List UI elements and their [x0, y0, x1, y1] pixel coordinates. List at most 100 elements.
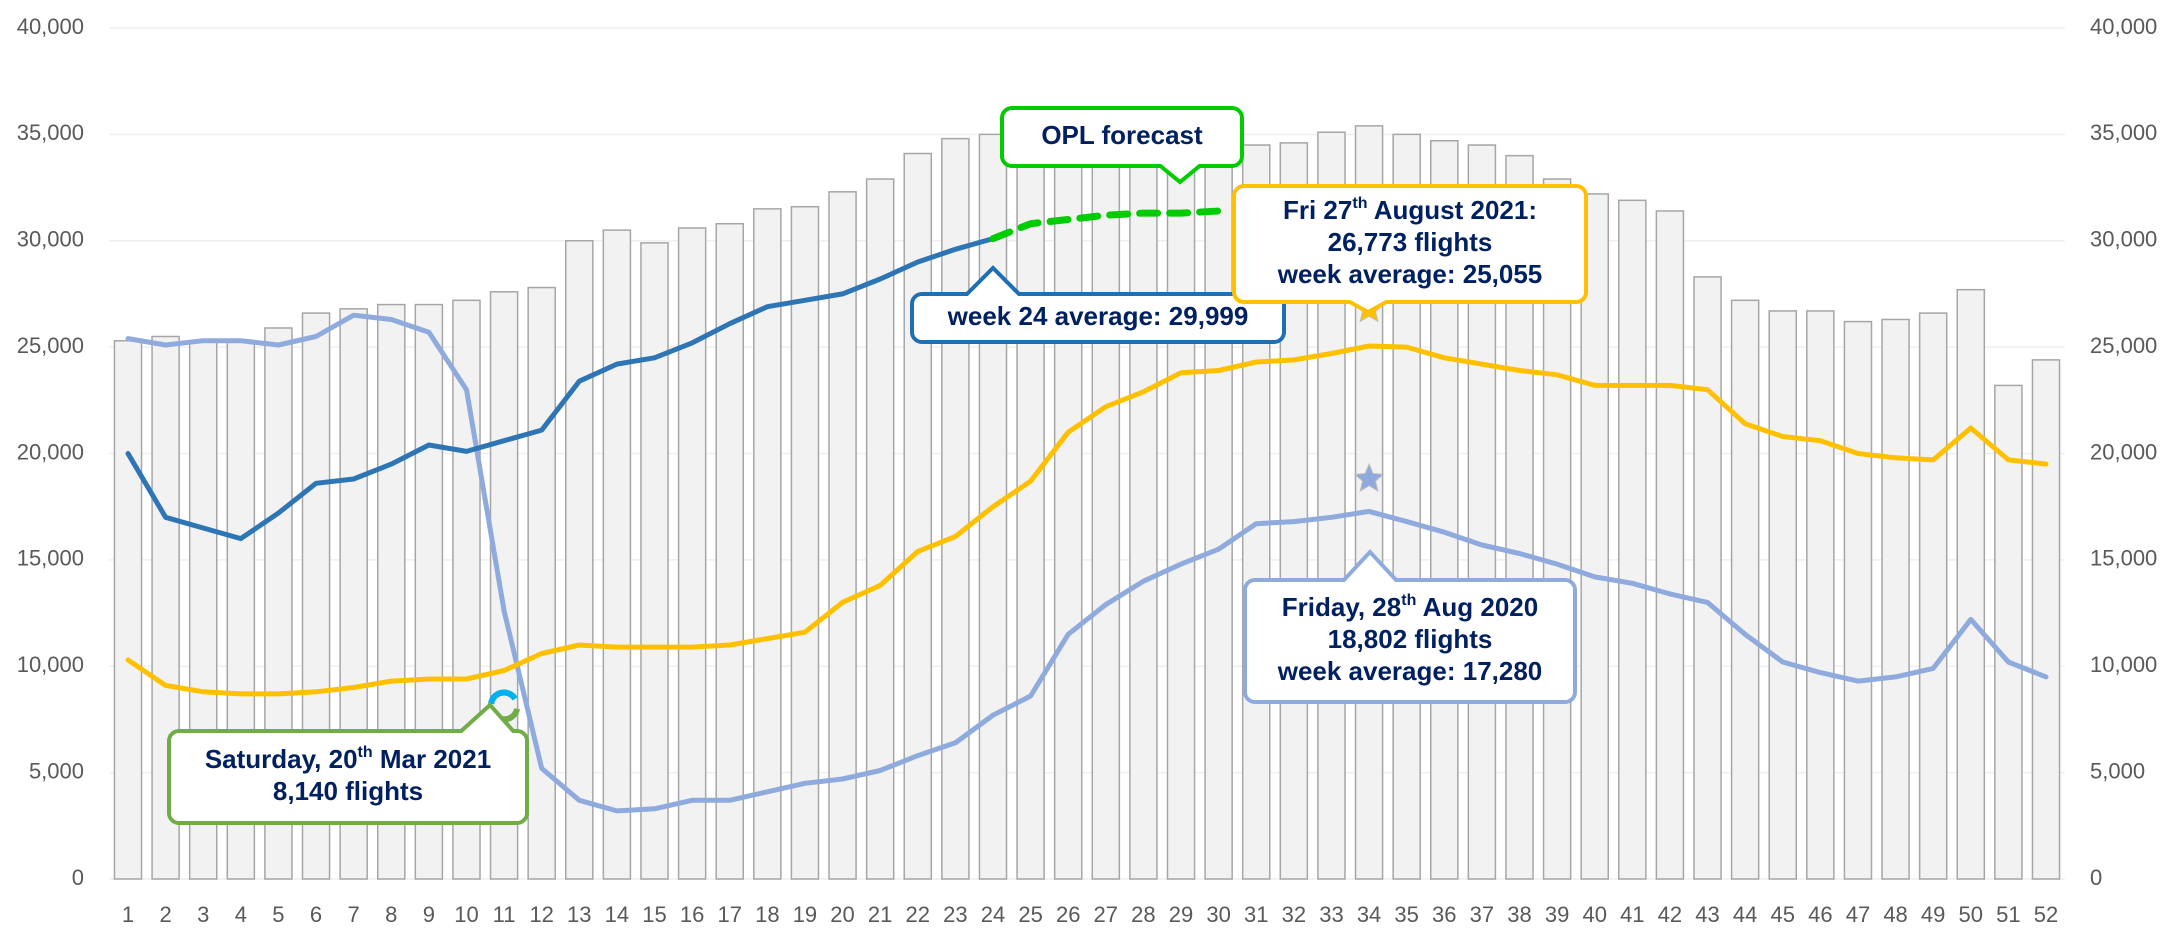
bar — [1881, 318, 1910, 880]
callout-text: Saturday, 20th Mar 2021 — [205, 744, 491, 774]
callout-mask — [1236, 188, 1584, 300]
bar — [113, 339, 143, 880]
callout-text-part: th — [358, 744, 373, 761]
refresh-icon-top — [488, 689, 518, 705]
callout-text: Friday, 28th Aug 2020 — [1282, 592, 1538, 622]
callout: OPL forecast — [1000, 106, 1244, 185]
callout-text: week average: 17,280 — [1277, 656, 1543, 686]
bar — [1166, 122, 1196, 880]
y2-tick-label: 15,000 — [2090, 546, 2157, 571]
x-tick-label: 38 — [1507, 902, 1531, 927]
bar — [2031, 359, 2061, 880]
x-tick-label: 47 — [1846, 902, 1870, 927]
y-tick-label: 5,000 — [29, 758, 84, 783]
y2-tick-label: 40,000 — [2090, 14, 2157, 39]
x-tick-label: 2 — [159, 902, 171, 927]
callout-text-part: th — [1352, 195, 1367, 212]
y-tick-label: 40,000 — [17, 14, 84, 39]
x-tick-label: 4 — [235, 902, 247, 927]
x-tick-label: 25 — [1018, 902, 1042, 927]
bar — [828, 191, 857, 880]
x-tick-label: 41 — [1620, 902, 1644, 927]
x-tick-label: 3 — [197, 902, 209, 927]
bar — [790, 205, 820, 880]
line — [125, 312, 2049, 814]
bar — [1016, 129, 1045, 880]
callout-pointer — [457, 702, 517, 735]
y-tick-label: 35,000 — [17, 120, 84, 145]
y-tick-label: 15,000 — [17, 546, 84, 571]
bar — [677, 227, 707, 880]
x-tick-label: 13 — [567, 902, 591, 927]
x-tick-label: 12 — [529, 902, 553, 927]
y-tick-label: 20,000 — [17, 439, 84, 464]
x-tick-label: 52 — [2034, 902, 2058, 927]
x-tick-label: 42 — [1658, 902, 1682, 927]
x-tick-label: 37 — [1470, 902, 1494, 927]
x-tick-label: 43 — [1695, 902, 1719, 927]
x-tick-label: 15 — [642, 902, 666, 927]
callout: Fri 27th August 2021:26,773 flightsweek … — [1232, 184, 1588, 315]
x-tick-label: 16 — [680, 902, 704, 927]
callout-text: Fri 27th August 2021: — [1283, 195, 1537, 225]
bar — [1956, 288, 1986, 880]
callout-text-part: Mar 2021 — [373, 744, 492, 774]
callout-mask — [1004, 110, 1240, 164]
y2-tick-label: 25,000 — [2090, 333, 2157, 358]
x-tick-label: 23 — [943, 902, 967, 927]
x-tick-label: 32 — [1282, 902, 1306, 927]
bar — [1768, 310, 1798, 880]
bar — [640, 242, 669, 880]
callout-text-part: Saturday, 20 — [205, 744, 358, 774]
x-tick-label: 33 — [1319, 902, 1343, 927]
bar — [527, 286, 556, 880]
callout-text: 18,802 flights — [1328, 624, 1493, 654]
bar — [753, 208, 782, 880]
y2-tick-label: 30,000 — [2090, 227, 2157, 252]
bar — [1693, 276, 1722, 880]
x-tick-label: 36 — [1432, 902, 1456, 927]
bar — [1843, 320, 1873, 880]
callout-text-part: Fri 27 — [1283, 195, 1352, 225]
x-tick-label: 8 — [385, 902, 397, 927]
bar — [1091, 122, 1121, 880]
y2-tick-label: 0 — [2090, 865, 2102, 890]
callout-text-part: August 2021: — [1367, 195, 1537, 225]
bar — [1580, 193, 1609, 880]
x-tick-label: 34 — [1357, 902, 1381, 927]
y-tick-label: 0 — [72, 865, 84, 890]
x-tick-label: 30 — [1206, 902, 1230, 927]
callout-text-part: th — [1401, 592, 1416, 609]
x-tick-label: 40 — [1582, 902, 1606, 927]
x-tick-label: 5 — [272, 902, 284, 927]
bar — [941, 137, 970, 880]
callout-text: OPL forecast — [1041, 120, 1203, 150]
peak-star — [1353, 462, 1385, 493]
x-tick-label: 39 — [1545, 902, 1569, 927]
bar — [865, 178, 895, 880]
callout: week 24 average: 29,999 — [910, 265, 1286, 344]
bar — [1994, 384, 2023, 880]
x-tick-label: 35 — [1394, 902, 1418, 927]
x-tick-label: 26 — [1056, 902, 1080, 927]
x-tick-label: 44 — [1733, 902, 1757, 927]
x-tick-label: 10 — [454, 902, 478, 927]
x-tick-label: 14 — [605, 902, 629, 927]
x-tick-label: 31 — [1244, 902, 1268, 927]
bar — [565, 240, 594, 880]
x-tick-label: 19 — [793, 902, 817, 927]
callout-text: week 24 average: 29,999 — [947, 301, 1249, 331]
x-tick-label: 29 — [1169, 902, 1193, 927]
x-tick-label: 22 — [906, 902, 930, 927]
x-tick-label: 24 — [981, 902, 1005, 927]
callout-text: 8,140 flights — [273, 776, 423, 806]
bar — [1053, 127, 1083, 880]
bar — [1204, 129, 1233, 880]
y2-tick-label: 10,000 — [2090, 652, 2157, 677]
callout-text-part: Friday, 28 — [1282, 592, 1401, 622]
y-tick-label: 30,000 — [17, 227, 84, 252]
x-tick-label: 45 — [1771, 902, 1795, 927]
